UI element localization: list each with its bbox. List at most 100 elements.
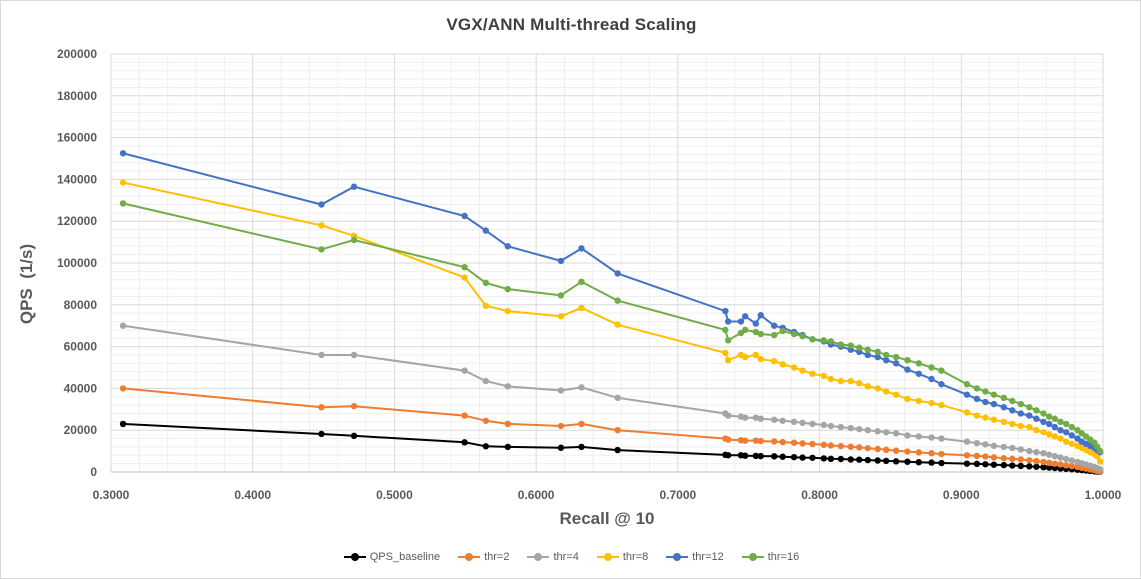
data-point [963, 460, 971, 467]
x-tick-label: 0.9000 [943, 488, 980, 502]
data-point [847, 377, 854, 385]
data-point [757, 437, 764, 445]
x-tick-label: 0.6000 [518, 488, 555, 502]
data-point [350, 432, 358, 440]
data-point [790, 418, 798, 426]
legend-swatch [741, 552, 764, 562]
data-point [350, 351, 358, 359]
data-point [779, 438, 786, 446]
data-point [461, 274, 468, 281]
x-tick-label: 0.7000 [660, 488, 697, 502]
data-point [938, 381, 945, 388]
data-point [847, 342, 854, 349]
data-point [864, 427, 871, 434]
data-point [1040, 458, 1047, 466]
y-tick-label: 40000 [64, 381, 98, 395]
data-point [790, 453, 798, 461]
data-point [779, 361, 786, 368]
data-point [771, 358, 778, 365]
data-point [790, 330, 798, 338]
data-point [1062, 438, 1070, 445]
data-point [973, 439, 981, 447]
data-point [757, 415, 764, 422]
data-point [779, 453, 786, 460]
data-point [722, 307, 729, 315]
data-point [752, 414, 759, 421]
data-point [1062, 420, 1070, 428]
series-thr-16 [119, 200, 1104, 455]
data-point [904, 356, 911, 364]
data-point [864, 383, 871, 390]
data-point [482, 377, 490, 385]
data-point [1096, 447, 1104, 455]
data-point [1026, 463, 1033, 470]
legend-swatch [343, 552, 366, 562]
data-point [724, 337, 732, 344]
y-tick-label: 120000 [57, 214, 97, 228]
data-point [820, 337, 828, 344]
data-point [874, 348, 881, 356]
data-point [557, 444, 565, 451]
data-point [990, 461, 998, 468]
data-point [990, 442, 998, 450]
data-point [809, 454, 816, 461]
data-point [928, 459, 935, 466]
data-point [461, 212, 468, 220]
data-point [1057, 461, 1064, 468]
data-point [820, 421, 828, 429]
data-point [1026, 423, 1033, 431]
data-point [737, 318, 745, 325]
series-thr-4 [119, 322, 1104, 473]
data-point [799, 454, 806, 461]
data-point [318, 430, 325, 438]
data-point [1068, 423, 1076, 431]
data-point [1057, 435, 1064, 442]
data-point [1068, 457, 1076, 464]
legend-label: thr=12 [692, 551, 724, 563]
data-point [928, 375, 935, 383]
data-point [963, 452, 971, 459]
data-point [973, 452, 981, 460]
data-point [1017, 446, 1025, 453]
data-point [1045, 451, 1053, 458]
x-tick-label: 0.8000 [801, 488, 838, 502]
data-point [864, 351, 871, 359]
data-point [790, 439, 798, 446]
data-point [1017, 462, 1025, 470]
chart-title: VGX/ANN Multi-thread Scaling [446, 15, 697, 34]
data-point [882, 388, 890, 395]
data-point [318, 246, 325, 253]
data-point [722, 349, 729, 357]
data-point [1040, 449, 1047, 457]
data-point [1033, 448, 1040, 456]
data-point [915, 370, 922, 377]
data-point [820, 372, 828, 380]
data-point [847, 456, 854, 463]
data-point [578, 420, 585, 428]
data-point [990, 416, 998, 423]
data-point [1000, 461, 1007, 469]
data-point [757, 312, 764, 319]
data-point [856, 425, 863, 433]
data-point [827, 442, 835, 449]
data-point [799, 367, 806, 374]
data-point [915, 449, 922, 456]
data-point [119, 150, 127, 157]
data-point [904, 448, 911, 455]
data-point [318, 351, 325, 359]
data-point [837, 377, 845, 385]
data-point [1068, 432, 1076, 439]
data-point [856, 344, 863, 351]
data-point [482, 279, 490, 287]
data-point [874, 428, 881, 435]
data-point [990, 400, 998, 408]
data-point [1017, 456, 1025, 463]
data-point [741, 353, 749, 361]
data-point [915, 458, 922, 466]
data-point [882, 429, 890, 436]
legend-label: QPS_baseline [369, 551, 441, 563]
x-tick-label: 0.4000 [234, 488, 271, 502]
data-point [1040, 463, 1047, 471]
data-point [1040, 429, 1047, 436]
data-point [799, 419, 806, 427]
